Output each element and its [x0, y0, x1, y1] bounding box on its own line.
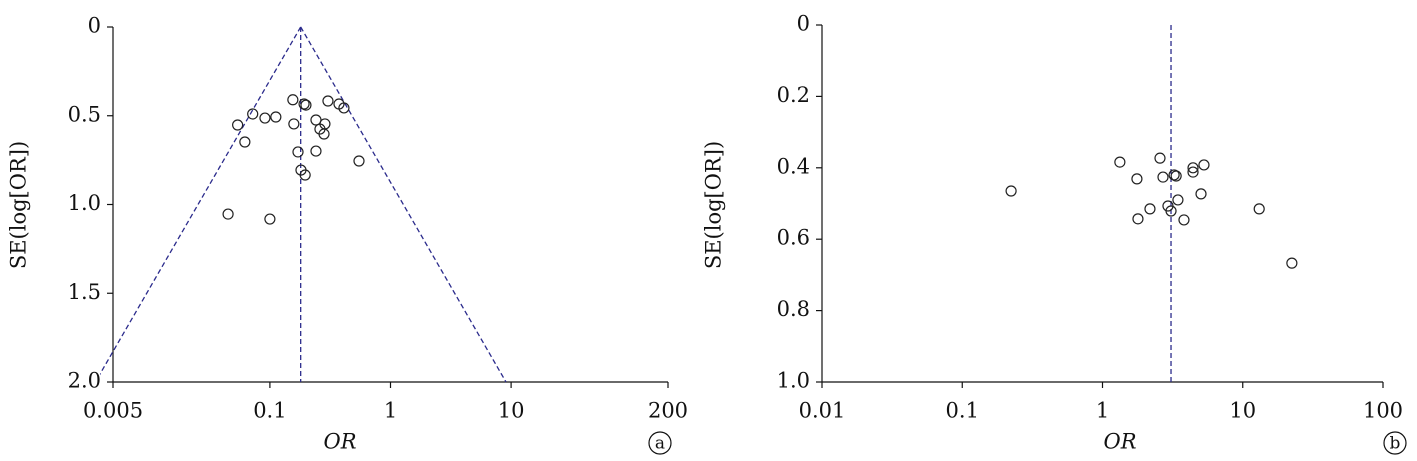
x-tick-label: 10: [1229, 399, 1256, 423]
y-tick-label: 0.8: [777, 297, 810, 321]
x-tick-label: 10: [498, 399, 525, 423]
data-point: [298, 98, 310, 110]
data-point: [1253, 203, 1265, 215]
x-tick-label: 0.005: [83, 399, 143, 423]
x-axis-label: OR: [323, 430, 356, 454]
y-tick-label: 1.0: [777, 369, 810, 393]
data-point: [310, 145, 322, 157]
data-point: [292, 146, 304, 158]
data-point: [338, 102, 350, 114]
y-tick-label: 0.2: [777, 83, 810, 107]
plot-area: [1005, 25, 1298, 382]
data-point: [300, 99, 312, 111]
panel-marker: [648, 431, 672, 455]
data-point: [1178, 214, 1190, 226]
funnel-line: [100, 26, 302, 376]
x-tick-label: 100: [1363, 399, 1403, 423]
data-point: [299, 169, 311, 181]
y-axis-label: SE(log[OR]): [7, 141, 31, 269]
y-tick-label: 0.6: [777, 226, 810, 250]
data-point: [1114, 156, 1126, 168]
data-point: [322, 95, 334, 107]
data-point: [1187, 162, 1199, 174]
y-tick-label: 0: [88, 14, 101, 38]
y-tick-label: 1.5: [68, 280, 101, 304]
plot-area: [100, 26, 507, 383]
data-point: [353, 155, 365, 167]
x-tick-label: 1: [384, 399, 397, 423]
y-tick-label: 0: [797, 12, 810, 36]
y-axis-label: SE(log[OR]): [702, 141, 726, 269]
data-point: [1157, 171, 1169, 183]
data-point: [247, 108, 259, 120]
data-point: [1172, 194, 1184, 206]
x-tick-label: 0.1: [253, 399, 286, 423]
data-point: [259, 112, 271, 124]
data-point: [1144, 203, 1156, 215]
data-point: [232, 119, 244, 131]
data-point: [287, 94, 299, 106]
data-point: [1195, 188, 1207, 200]
x-tick-label: 1: [1096, 399, 1109, 423]
x-axis-label: OR: [1103, 430, 1136, 454]
data-point: [1165, 205, 1177, 217]
y-tick-label: 0.4: [777, 154, 810, 178]
funnel-line: [300, 26, 507, 383]
y-tick-label: 1.0: [68, 191, 101, 215]
data-point: [318, 128, 330, 140]
data-point: [270, 111, 282, 123]
panel-label: a: [655, 434, 665, 454]
data-point: [1187, 166, 1199, 178]
data-point: [239, 136, 251, 148]
y-tick-label: 0.5: [68, 102, 101, 126]
data-point: [1132, 213, 1144, 225]
data-point: [288, 118, 300, 130]
y-tick-label: 2.0: [68, 369, 101, 393]
data-point: [1198, 159, 1210, 171]
data-point: [264, 213, 276, 225]
data-point: [222, 208, 234, 220]
panel-marker: [1383, 431, 1407, 455]
panel-label: b: [1390, 434, 1401, 454]
data-point: [1154, 152, 1166, 164]
x-tick-label: 200: [648, 399, 688, 423]
x-tick-label: 0.1: [946, 399, 979, 423]
data-point: [1131, 173, 1143, 185]
data-point: [1286, 257, 1298, 269]
data-point: [1170, 170, 1182, 182]
data-point: [1005, 185, 1017, 197]
x-tick-label: 0.01: [799, 399, 846, 423]
